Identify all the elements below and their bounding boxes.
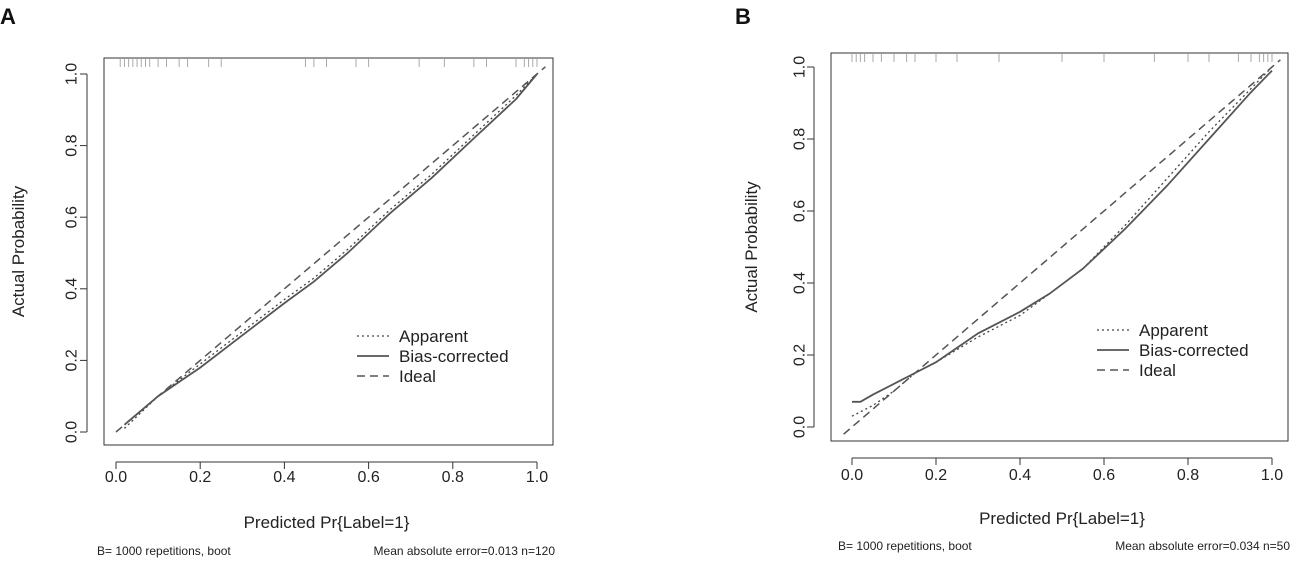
y-tick-label-5: 1.0 xyxy=(792,56,809,78)
y-tick-label-4: 0.8 xyxy=(792,128,809,150)
y-tick-label-1: 0.2 xyxy=(64,349,81,371)
legend-entry-2: Ideal xyxy=(399,367,436,386)
calibration-panel-a: A 0.0 0.2 0.4 0.6 0.8 1.0 0.0 0.2 0.4 0.6 0.8 1.0 Pre… xyxy=(0,4,556,558)
calibration-chart-a: A 0.0 0.2 0.4 0.6 0.8 1.0 0.0 0.2 0.4 0.6 0.8 1.0 Pre… xyxy=(0,4,556,558)
footer-left: B= 1000 repetitions, boot xyxy=(838,539,972,553)
series-line-apparent xyxy=(123,73,538,429)
legend-entry-0: Apparent xyxy=(1139,321,1208,340)
x-tick-label-0: 0.0 xyxy=(841,467,863,484)
footer-left: B= 1000 repetitions, boot xyxy=(97,544,231,558)
x-axis-label: Predicted Pr{Label=1} xyxy=(979,509,1145,528)
series-group xyxy=(115,66,546,433)
legend-entry-2: Ideal xyxy=(1139,361,1176,380)
y-tick-label-1: 0.2 xyxy=(792,344,809,366)
series-line-bias-corrected xyxy=(123,73,538,426)
x-tick-label-5: 1.0 xyxy=(1261,467,1283,484)
x-tick-label-3: 0.6 xyxy=(1093,467,1115,484)
legend-entry-1: Bias-corrected xyxy=(1139,341,1249,360)
y-tick-label-3: 0.6 xyxy=(792,200,809,222)
x-tick-label-1: 0.2 xyxy=(189,469,211,486)
x-axis-label: Predicted Pr{Label=1} xyxy=(244,513,410,532)
legend-entry-1: Bias-corrected xyxy=(399,347,509,366)
panel-label: B xyxy=(735,4,751,29)
footer-right: Mean absolute error=0.034 n=50 xyxy=(1115,539,1290,553)
series-group xyxy=(843,59,1281,435)
footer-right: Mean absolute error=0.013 n=120 xyxy=(374,544,556,558)
x-tick-label-1: 0.2 xyxy=(925,467,947,484)
x-tick-label-4: 0.8 xyxy=(442,469,464,486)
y-tick-label-3: 0.6 xyxy=(64,206,81,228)
panel-label: A xyxy=(0,4,16,29)
x-tick-label-0: 0.0 xyxy=(105,469,127,486)
plot-frame xyxy=(103,57,554,446)
calibration-panel-b: B 0.0 0.2 0.4 0.6 0.8 1.0 0.0 0.2 0.4 0.6 0.8 1.0 Pre… xyxy=(650,0,1299,566)
y-axis-label: Actual Probability xyxy=(742,181,761,313)
y-tick-label-5: 1.0 xyxy=(64,63,81,85)
series-line-ideal xyxy=(843,59,1281,435)
y-tick-label-0: 0.0 xyxy=(792,416,809,438)
series-line-ideal xyxy=(115,66,546,433)
y-tick-label-0: 0.0 xyxy=(64,421,81,443)
x-tick-label-5: 1.0 xyxy=(526,469,548,486)
series-line-bias-corrected xyxy=(852,69,1273,403)
y-tick-label-2: 0.4 xyxy=(64,278,81,300)
y-tick-label-4: 0.8 xyxy=(64,134,81,156)
legend-entry-0: Apparent xyxy=(399,327,468,346)
series-line-apparent xyxy=(851,66,1273,417)
plot-frame xyxy=(830,52,1289,442)
x-tick-label-2: 0.4 xyxy=(1009,467,1031,484)
y-tick-label-2: 0.4 xyxy=(792,272,809,294)
calibration-chart-b: B 0.0 0.2 0.4 0.6 0.8 1.0 0.0 0.2 0.4 0.6 0.8 1.0 Pre… xyxy=(735,4,1290,553)
x-tick-label-4: 0.8 xyxy=(1177,467,1199,484)
x-tick-label-3: 0.6 xyxy=(357,469,379,486)
x-tick-label-2: 0.4 xyxy=(273,469,295,486)
y-axis-label: Actual Probability xyxy=(9,185,28,317)
